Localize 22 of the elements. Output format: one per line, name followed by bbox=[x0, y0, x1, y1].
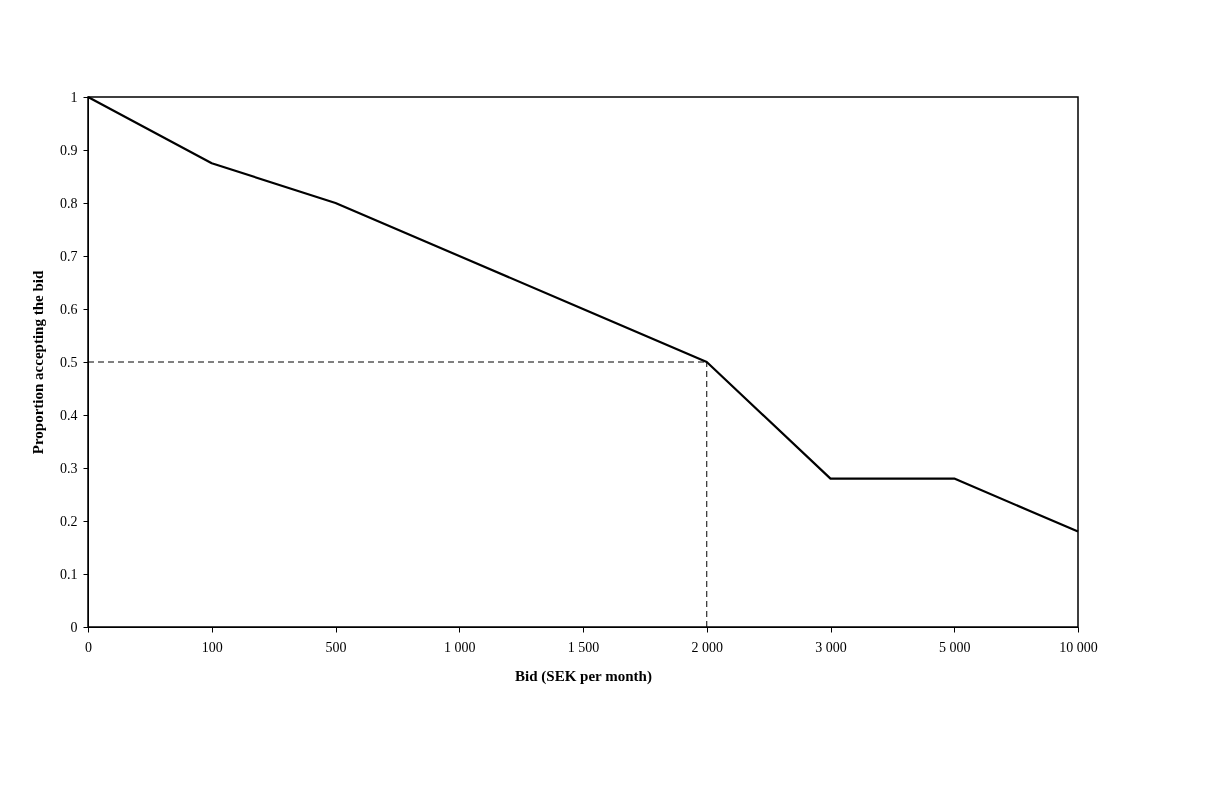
y-tick-label: 0.4 bbox=[60, 407, 78, 423]
x-tick-label: 2 000 bbox=[691, 639, 723, 655]
x-tick-label: 1 500 bbox=[567, 639, 600, 655]
y-tick-label: 0.1 bbox=[60, 566, 78, 582]
y-axis-title: Proportion accepting the bid bbox=[30, 270, 46, 455]
y-tick-label: 0.7 bbox=[60, 248, 78, 264]
y-tick-label: 0.9 bbox=[60, 142, 78, 158]
x-tick-label: 5 000 bbox=[939, 639, 971, 655]
y-tick-label: 0 bbox=[70, 619, 78, 635]
y-tick-label: 0.8 bbox=[60, 195, 78, 211]
y-tick-label: 0.6 bbox=[60, 301, 78, 317]
x-tick-label: 100 bbox=[201, 639, 223, 655]
y-tick-label: 0.2 bbox=[60, 513, 78, 529]
y-tick-label: 0.3 bbox=[60, 460, 78, 476]
x-axis-title: Bid (SEK per month) bbox=[515, 667, 652, 685]
y-tick-label: 0.5 bbox=[60, 354, 78, 370]
y-tick-label: 1 bbox=[70, 89, 78, 105]
x-tick-label: 10 000 bbox=[1059, 639, 1098, 655]
x-tick-label: 500 bbox=[325, 639, 347, 655]
x-tick-label: 1 000 bbox=[444, 639, 476, 655]
x-tick-label: 0 bbox=[85, 639, 92, 655]
x-tick-label: 3 000 bbox=[815, 639, 847, 655]
